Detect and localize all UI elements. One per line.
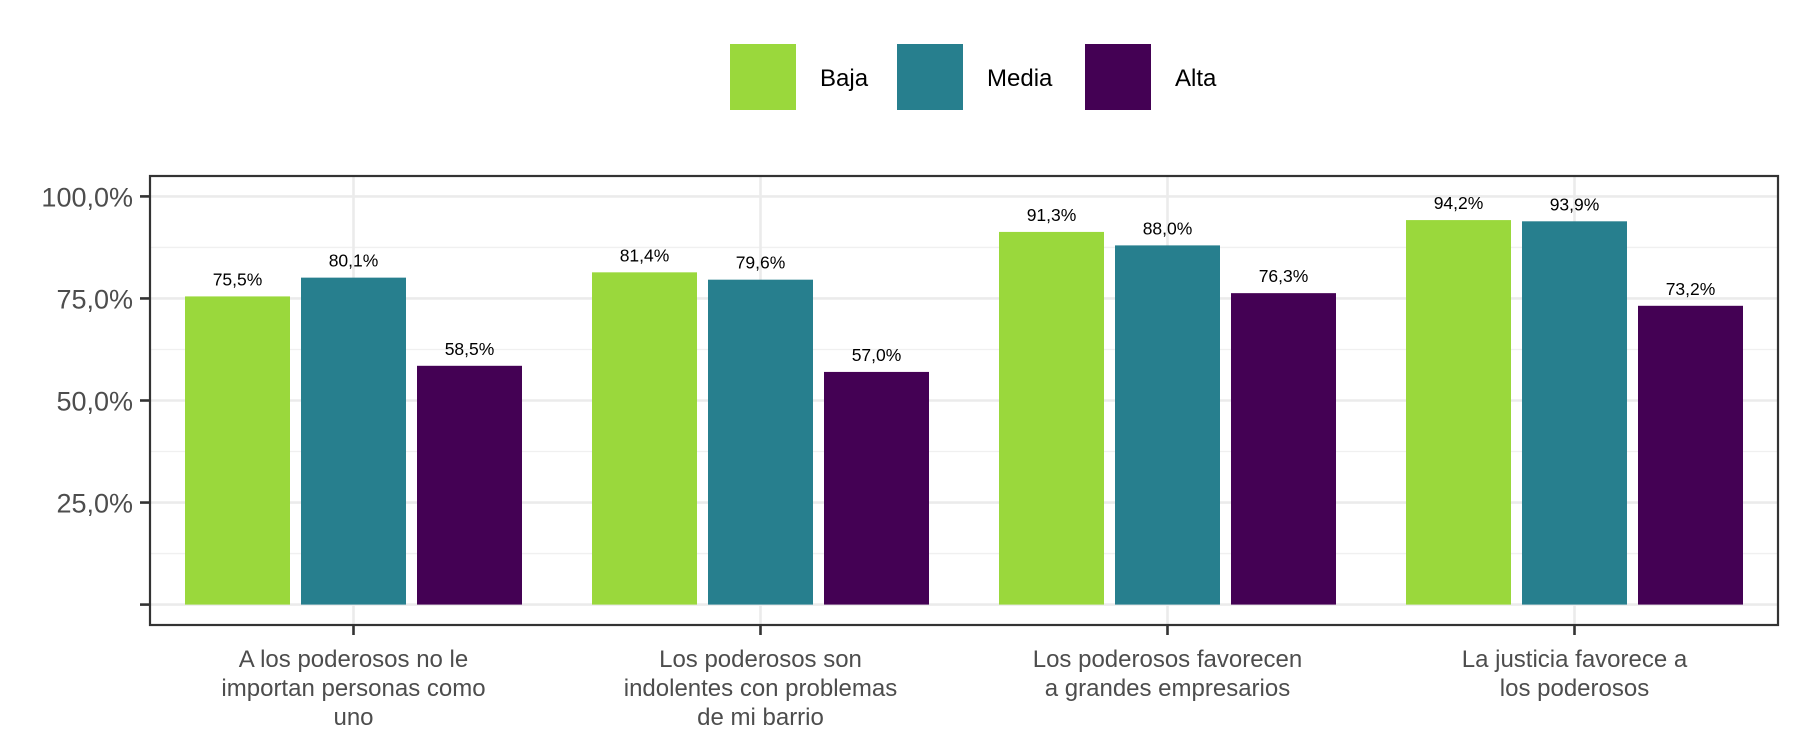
- x-tick-label: La justicia favorece a: [1462, 646, 1688, 673]
- bar-alta: [417, 365, 522, 605]
- bar-alta: [1638, 305, 1743, 605]
- bar-media: [1522, 221, 1627, 605]
- bar-baja: [999, 231, 1104, 605]
- bar-baja: [592, 272, 697, 605]
- legend-label: Alta: [1175, 65, 1217, 92]
- x-tick-label: Los poderosos son: [659, 646, 862, 673]
- x-tick-label: importan personas como: [221, 675, 485, 702]
- bar-media: [301, 277, 406, 605]
- bar-alta: [1231, 293, 1336, 605]
- legend-key-baja: [730, 44, 796, 110]
- data-label: 93,9%: [1550, 194, 1600, 214]
- y-tick-label: 75,0%: [56, 284, 133, 314]
- data-label: 80,1%: [329, 251, 379, 271]
- x-tick-label: Los poderosos favorecen: [1033, 646, 1303, 673]
- legend-label: Media: [987, 65, 1053, 92]
- data-label: 94,2%: [1434, 193, 1484, 213]
- data-label: 88,0%: [1143, 218, 1193, 238]
- data-label: 91,3%: [1027, 205, 1077, 225]
- data-label: 58,5%: [445, 339, 495, 359]
- data-label: 81,4%: [620, 245, 670, 265]
- data-label: 57,0%: [852, 345, 902, 365]
- x-tick-label: A los poderosos no le: [239, 646, 469, 673]
- data-label: 76,3%: [1259, 266, 1309, 286]
- y-tick-label: 25,0%: [56, 489, 133, 519]
- data-label: 75,5%: [213, 269, 263, 289]
- data-label: 73,2%: [1666, 279, 1716, 299]
- x-tick-label: a grandes empresarios: [1045, 675, 1290, 702]
- legend-label: Baja: [820, 65, 869, 92]
- x-tick-label: de mi barrio: [697, 704, 824, 731]
- x-tick-label: los poderosos: [1500, 675, 1649, 702]
- x-tick-label: uno: [333, 704, 373, 731]
- y-tick-label: 100,0%: [41, 182, 133, 212]
- bar-media: [1115, 245, 1220, 605]
- legend-key-media: [897, 44, 963, 110]
- y-tick-label: 50,0%: [56, 387, 133, 417]
- data-label: 79,6%: [736, 253, 786, 273]
- legend-key-alta: [1085, 44, 1151, 110]
- bar-baja: [185, 296, 290, 605]
- bar-baja: [1406, 220, 1511, 605]
- bar-alta: [824, 371, 929, 605]
- bar-media: [708, 279, 813, 605]
- x-tick-label: indolentes con problemas: [624, 675, 898, 702]
